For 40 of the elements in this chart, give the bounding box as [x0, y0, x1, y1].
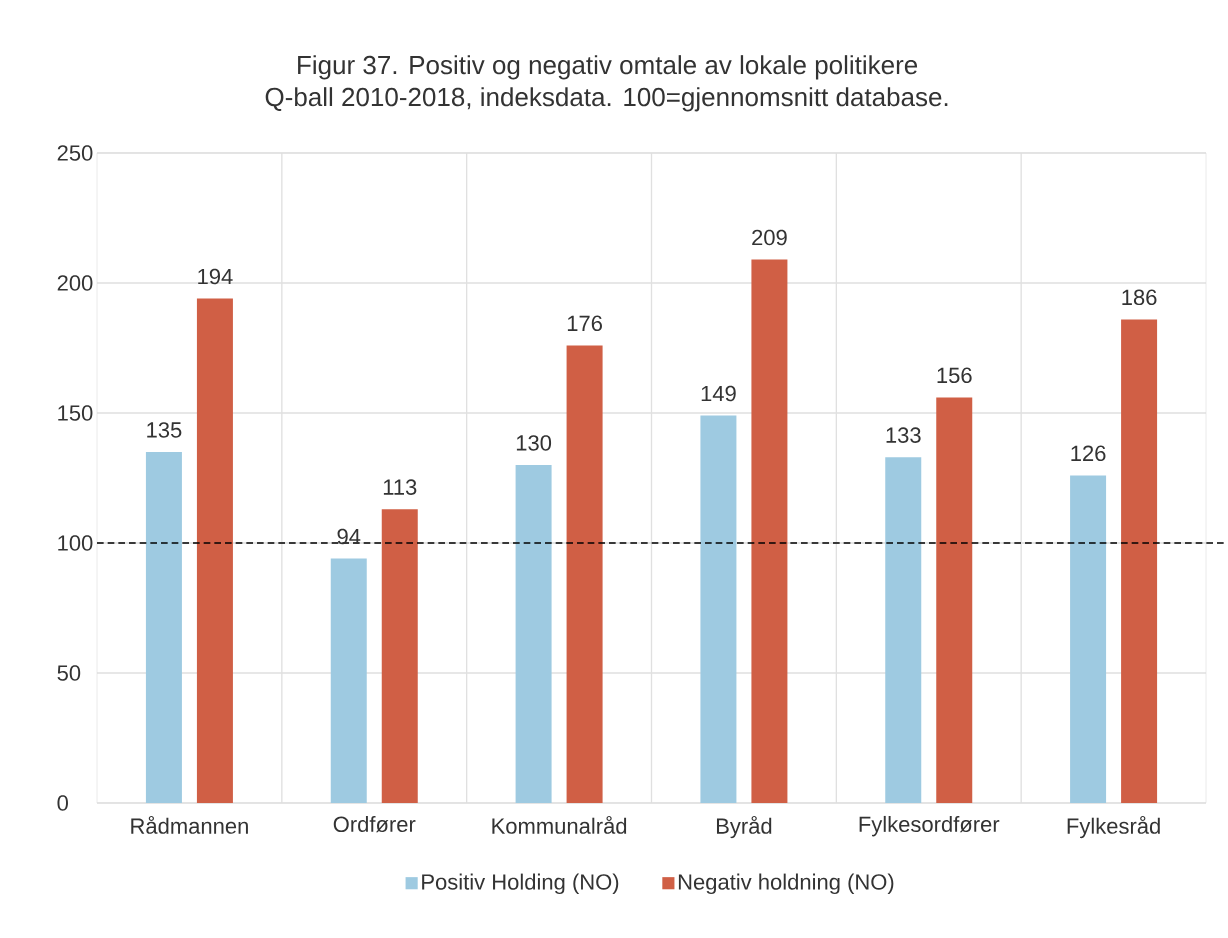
y-tick-label: 100	[58, 535, 93, 551]
y-tick-label: 0	[57, 795, 68, 811]
data-label: 113	[383, 479, 417, 495]
data-label: 94	[337, 528, 361, 545]
y-tick-label: 150	[58, 405, 93, 421]
bar	[145, 451, 182, 803]
y-tick-label: 200	[57, 275, 93, 291]
data-label: 133	[886, 427, 921, 443]
data-label: 176	[567, 315, 602, 332]
bar	[1070, 475, 1107, 803]
bar	[936, 397, 973, 803]
bar	[381, 509, 418, 803]
x-tick-label: Ordfører	[333, 815, 416, 833]
chart-title: Figur 37. Positiv og negativ omtale av lokale politikere	[298, 55, 918, 80]
data-label: 209	[752, 229, 787, 246]
bar	[700, 415, 737, 803]
x-tick-label: Fylkesordfører	[859, 815, 1000, 837]
x-tick-label: Rådmannen	[131, 815, 248, 834]
bar	[885, 457, 922, 803]
bar	[1121, 319, 1158, 803]
bar	[751, 259, 788, 803]
data-label: 149	[701, 385, 736, 402]
data-label: 186	[1122, 289, 1157, 306]
bar	[515, 464, 552, 803]
y-tick-label: 250	[57, 145, 93, 161]
legend-label: Negativ holdning (NO)	[678, 873, 894, 895]
y-tick-label: 50	[57, 665, 81, 681]
data-label: 156	[937, 367, 972, 384]
data-label: 126	[1071, 445, 1106, 462]
x-tick-label: Kommunalråd	[492, 815, 627, 834]
legend-label: Positiv Holding (NO)	[422, 873, 619, 895]
data-label: 135	[147, 422, 182, 438]
bar	[566, 345, 603, 803]
data-label: 194	[198, 268, 233, 285]
x-tick-label: Fylkesråd	[1067, 815, 1160, 839]
data-label: 130	[516, 435, 552, 451]
chart-subtitle: Q-ball 2010-2018, indeksdata. 100=gjennomsnitt database.	[265, 87, 948, 112]
bar	[330, 558, 367, 803]
x-tick-label: Byråd	[716, 815, 772, 839]
bar	[196, 298, 233, 803]
